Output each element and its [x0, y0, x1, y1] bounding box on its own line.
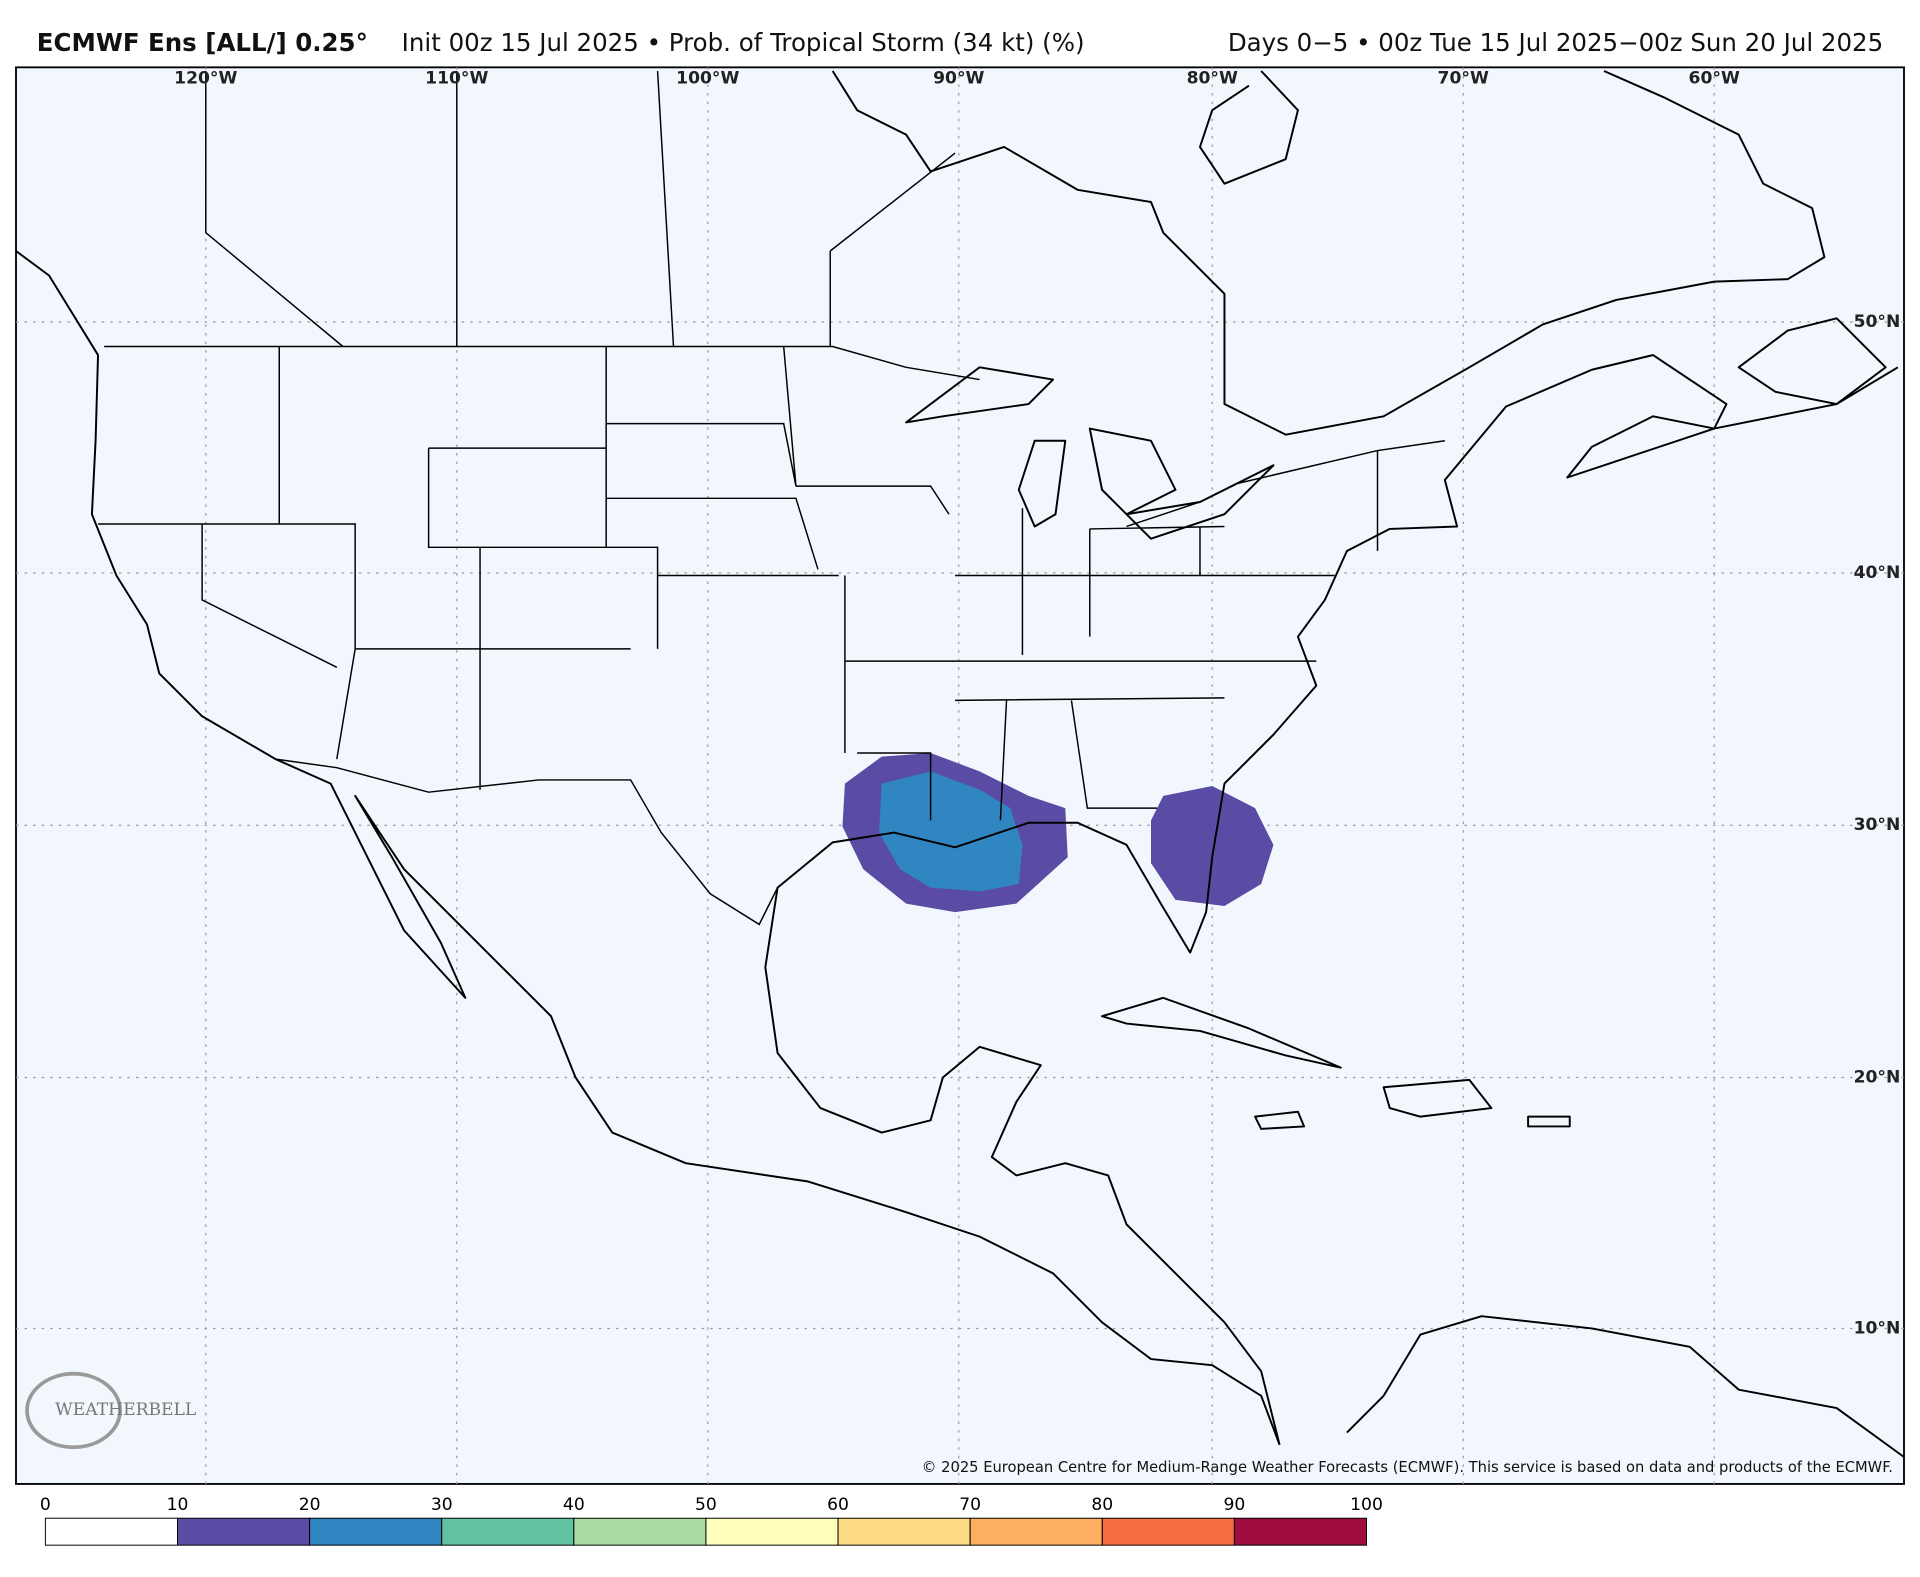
lon-label: 90°W	[933, 68, 984, 88]
colorbar-swatch	[441, 1517, 575, 1546]
us-mexico-border	[275, 758, 779, 926]
coastline	[15, 250, 1281, 1446]
coastline	[1198, 70, 1299, 185]
colorbar-tick-label: 70	[959, 1495, 981, 1515]
colorbar-tick-label: 40	[563, 1495, 585, 1515]
colorbar-swatch	[177, 1517, 311, 1546]
probability-shading	[842, 752, 1274, 913]
colorbar-tick-label: 20	[299, 1495, 321, 1515]
cuba	[1101, 996, 1342, 1069]
lake-superior	[905, 366, 1055, 424]
coastline	[1346, 1315, 1905, 1458]
lat-label: 10°N	[1854, 1318, 1901, 1338]
colorbar-swatch	[969, 1517, 1103, 1546]
colorbar-swatch	[309, 1517, 443, 1546]
coastline	[831, 70, 1826, 436]
colorbar-tick-label: 60	[827, 1495, 849, 1515]
title-model: ECMWF Ens [ALL/] 0.25°	[37, 28, 368, 57]
logo-swirl	[25, 1371, 122, 1450]
lon-label: 60°W	[1689, 68, 1740, 88]
colorbar-tick-label: 50	[695, 1495, 717, 1515]
title-product: Init 00z 15 Jul 2025 • Prob. of Tropical…	[402, 28, 1085, 57]
colorbar-swatch	[705, 1517, 839, 1546]
hispaniola	[1382, 1078, 1493, 1118]
lat-label: 30°N	[1854, 815, 1901, 835]
colorbar-swatch	[837, 1517, 971, 1546]
colorbar-tick-label: 80	[1091, 1495, 1113, 1515]
borders	[98, 70, 1445, 926]
colorbar-tick-label: 30	[431, 1495, 453, 1515]
colorbar: 0 10 20 30 40 50 60 70 80 90 100	[40, 1495, 1383, 1546]
puerto-rico	[1527, 1115, 1571, 1128]
colorbar-swatch	[573, 1517, 707, 1546]
colorbar-tick-label: 10	[167, 1495, 189, 1515]
lon-label: 120°W	[174, 68, 237, 88]
axis-labels: 120°W 110°W 100°W 90°W 80°W 70°W 60°W 50°N 40°N 3…	[174, 68, 1900, 1338]
lat-label: 40°N	[1854, 563, 1901, 583]
coastlines	[15, 70, 1905, 1458]
jamaica	[1254, 1110, 1306, 1130]
lon-label: 70°W	[1438, 68, 1489, 88]
lake-michigan	[1017, 439, 1067, 528]
canada-provinces	[205, 70, 956, 348]
state-borders	[98, 346, 1379, 821]
lon-label: 110°W	[425, 68, 488, 88]
colorbar-swatch	[1101, 1517, 1235, 1546]
lon-label: 80°W	[1187, 68, 1238, 88]
newfoundland	[1737, 317, 1887, 406]
lat-label: 50°N	[1854, 312, 1901, 332]
lat-label: 20°N	[1854, 1067, 1901, 1087]
colorbar-tick-label: 100	[1350, 1495, 1383, 1515]
us-canada-border	[104, 345, 1445, 528]
colorbar-tick-label: 0	[40, 1495, 51, 1515]
prob-10-20	[1151, 786, 1274, 907]
lon-label: 100°W	[676, 68, 739, 88]
copyright: © 2025 European Centre for Medium-Range …	[922, 1459, 1893, 1476]
valid-range: Days 0−5 • 00z Tue 15 Jul 2025−00z Sun 2…	[1228, 28, 1883, 57]
prob-20-30	[879, 771, 1023, 892]
logo-text: WEATHERBELL	[55, 1400, 196, 1420]
logo: WEATHERBELL	[25, 1371, 196, 1450]
colorbar-swatch	[1233, 1517, 1367, 1546]
colorbar-swatch	[44, 1517, 178, 1546]
colorbar-tick-label: 90	[1223, 1495, 1245, 1515]
coastline	[764, 354, 1899, 1446]
